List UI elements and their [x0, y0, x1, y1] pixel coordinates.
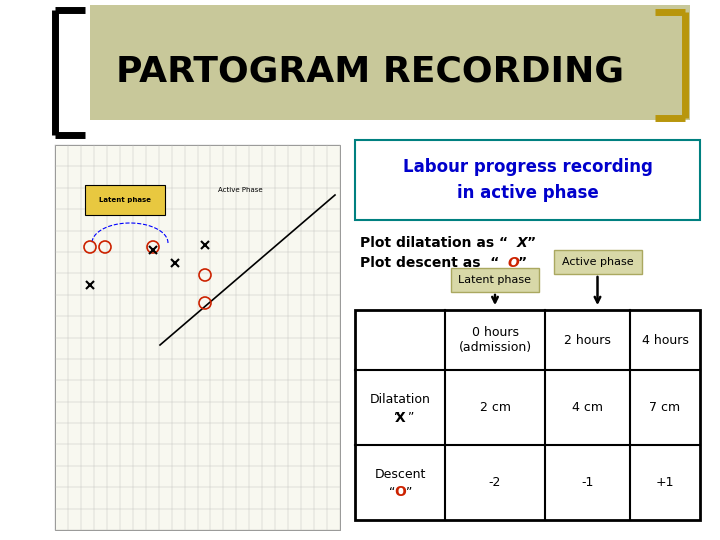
Text: Plot dilatation as “: Plot dilatation as “ — [360, 236, 508, 250]
Text: ”: ” — [527, 236, 536, 250]
Text: PARTOGRAM RECORDING: PARTOGRAM RECORDING — [116, 55, 624, 89]
Bar — [554, 250, 642, 274]
Text: +1: +1 — [656, 476, 674, 489]
Text: 2 cm: 2 cm — [480, 401, 510, 414]
Text: Active phase: Active phase — [562, 257, 634, 267]
Text: Active Phase: Active Phase — [217, 187, 262, 193]
Text: O: O — [507, 256, 518, 270]
Text: ”: ” — [518, 256, 527, 270]
Text: X: X — [395, 410, 405, 424]
Bar — [85, 185, 165, 215]
Text: 7 cm: 7 cm — [649, 401, 680, 414]
Text: Latent phase: Latent phase — [99, 197, 151, 203]
Bar — [90, 5, 690, 120]
Text: 0 hours
(admission): 0 hours (admission) — [459, 326, 531, 354]
Text: X: X — [517, 236, 528, 250]
Text: “: “ — [389, 486, 395, 499]
Text: 2 hours: 2 hours — [564, 334, 611, 347]
Bar — [355, 310, 700, 520]
Text: -1: -1 — [581, 476, 594, 489]
Text: 4 hours: 4 hours — [642, 334, 688, 347]
Bar — [355, 140, 700, 220]
Text: Latent phase: Latent phase — [459, 275, 531, 285]
Text: Plot descent as  “: Plot descent as “ — [360, 256, 500, 270]
Text: 4 cm: 4 cm — [572, 401, 603, 414]
Bar — [451, 268, 539, 292]
Bar — [55, 145, 340, 530]
Text: Descent: Descent — [374, 468, 426, 481]
Text: -2: -2 — [489, 476, 501, 489]
Text: ”: ” — [408, 411, 415, 424]
Text: Dilatation: Dilatation — [369, 393, 431, 406]
Text: ”: ” — [406, 486, 412, 499]
Text: O: O — [394, 485, 406, 500]
Text: Labour progress recording
in active phase: Labour progress recording in active phas… — [402, 159, 652, 201]
Text: “: “ — [394, 411, 400, 424]
